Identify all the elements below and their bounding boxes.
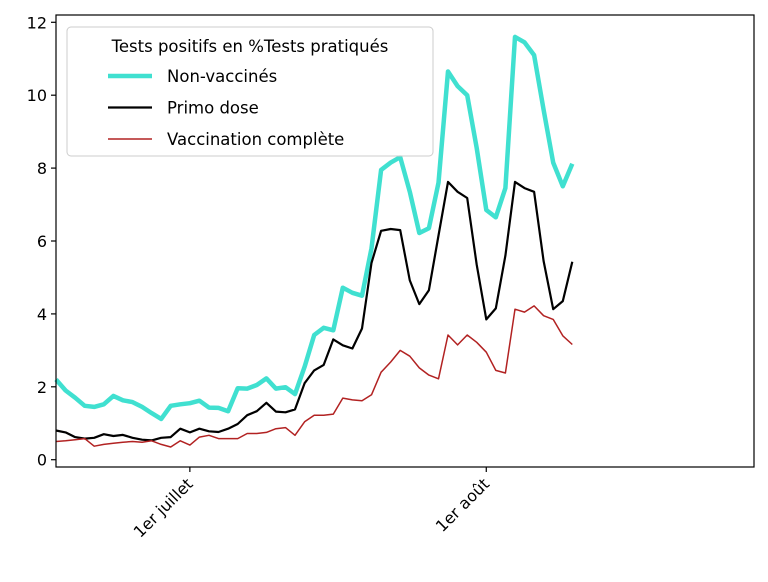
- legend-title: Tests positifs en %Tests pratiqués: [111, 37, 389, 56]
- y-tick-label: 12: [27, 13, 47, 32]
- series-lines: [54, 34, 575, 448]
- y-tick-label: 4: [37, 305, 47, 324]
- series-line-vaccination-complete: [55, 305, 573, 448]
- legend: Tests positifs en %Tests pratiqués Non-v…: [66, 26, 434, 157]
- y-tick-label: 2: [37, 378, 47, 397]
- y-axis: 0 2 4 6 8 10 12: [27, 13, 56, 470]
- y-tick-label: 6: [37, 232, 47, 251]
- legend-label: Vaccination complète: [167, 130, 344, 149]
- y-tick-label: 0: [37, 451, 47, 470]
- legend-label: Primo dose: [167, 99, 259, 118]
- y-tick-label: 8: [37, 159, 47, 178]
- series-line-primo-dose: [55, 180, 574, 442]
- legend-box: [66, 26, 434, 157]
- series-line-non-vaccines: [54, 34, 575, 422]
- legend-entries: Non-vaccinés Primo dose Vaccination complè…: [108, 67, 344, 149]
- y-tick-label: 10: [27, 86, 47, 105]
- legend-label: Non-vaccinés: [167, 67, 277, 86]
